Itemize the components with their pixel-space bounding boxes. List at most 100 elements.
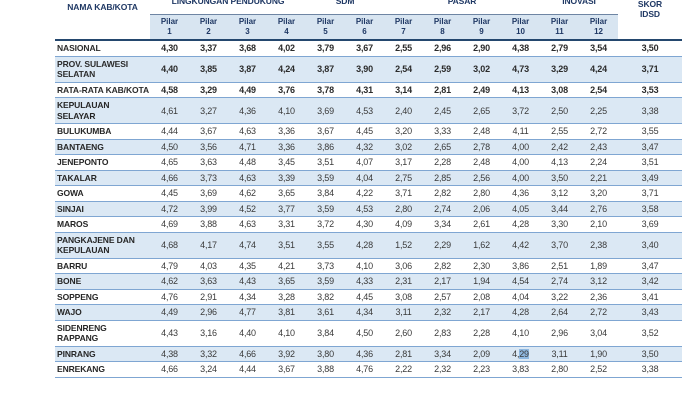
pilar-label: Pilar — [160, 16, 179, 26]
pilar-value-cell: 2,22 — [384, 361, 424, 378]
pilar-value-cell: 4,28 — [345, 231, 385, 258]
pilar-value-cell: 3,81 — [267, 304, 307, 320]
table-row: TAKALAR 4,66 3,73 4,63 3,39 3,59 4,04 2,75 2,85 2… — [55, 169, 683, 186]
region-name-cell: ENREKANG — [55, 361, 150, 378]
skor-idsd-cell: 3,49 — [618, 169, 683, 186]
pilar-value-cell: 2,65 — [423, 138, 463, 155]
pilar-value-cell: 3,72 — [306, 216, 346, 232]
pilar-value-cell: 1,62 — [462, 231, 502, 258]
pilar-value-cell: 4,66 — [228, 345, 267, 362]
table-row: GOWA 4,45 3,69 4,62 3,65 3,84 4,22 3,71 2,82 2,80… — [55, 185, 683, 201]
pilar-value-cell: 4,50 — [150, 138, 189, 155]
pilar-value-cell: 3,85 — [189, 55, 228, 82]
table-row: PROV. SULAWESI SELATAN 4,40 3,85 3,87 4,24 3,… — [55, 55, 683, 82]
pilar-label: Pilar — [238, 16, 257, 26]
pilar-value-cell: 4,54 — [501, 273, 541, 289]
pilar-value-cell: 3,29 — [540, 55, 580, 82]
pilar-value-cell: 4,58 — [150, 81, 189, 98]
pilar-number: 1 — [167, 26, 172, 36]
pilar-value-cell: 3,67 — [345, 39, 385, 56]
pilar-number: 4 — [284, 26, 289, 36]
region-name-cell: TAKALAR — [55, 169, 150, 186]
skor-idsd-cell: 3,71 — [618, 185, 683, 201]
region-name-cell: PANGKAJENE DAN KEPULAUAN — [55, 231, 150, 258]
pilar-value-cell: 2,65 — [462, 97, 502, 124]
pilar-value-cell: 3,56 — [189, 138, 228, 155]
pilar-value-cell: 4,10 — [267, 319, 307, 346]
region-name-cell: SINJAI — [55, 200, 150, 217]
pilar-value-cell: 2,96 — [540, 319, 580, 346]
pilar-value-cell: 2,17 — [462, 304, 502, 320]
pilar-value-cell: 3,82 — [306, 288, 346, 305]
idsd-score-table: NAMA KAB/KOTA LINGKUNGAN PENDUKUNG SDM P… — [55, 0, 683, 378]
pilar-value-cell: 2,52 — [579, 361, 619, 378]
pilar-value-cell: 4,36 — [228, 97, 267, 124]
pilar-value-cell: 3,32 — [189, 345, 228, 362]
pilar-value-cell: 4,30 — [150, 39, 189, 56]
pilar-number: 6 — [362, 26, 367, 36]
pilar-value-cell: 2,55 — [540, 123, 580, 139]
pilar-value-cell: 2,61 — [462, 216, 502, 232]
pilar-value-cell: 2,29 — [423, 231, 463, 258]
pilar-value-cell: 3,50 — [540, 169, 580, 186]
pilar-value-cell: 2,21 — [579, 169, 619, 186]
pilar-value-cell: 3,16 — [189, 319, 228, 346]
pilar-value-cell: 3,70 — [540, 231, 580, 258]
pilar-value-cell: 2,28 — [462, 319, 502, 346]
pilar-number: 2 — [206, 26, 211, 36]
pilar-value-cell: 4,53 — [345, 97, 385, 124]
table-row: SOPPENG 4,76 2,91 4,34 3,28 3,82 4,45 3,08 2,57 2… — [55, 288, 683, 305]
pilar-number: 7 — [401, 26, 406, 36]
pilar-value-cell: 2,57 — [423, 288, 463, 305]
pilar-value-cell: 2,48 — [462, 154, 502, 170]
pilar-value-cell: 3,54 — [579, 39, 619, 56]
pilar-number: 11 — [555, 26, 564, 36]
skor-idsd-cell: 3,38 — [618, 97, 683, 124]
pilar-value-cell: 4,44 — [228, 361, 267, 378]
pilar-value-cell: 2,96 — [423, 39, 463, 56]
pilar-value-cell: 4,62 — [228, 185, 267, 201]
skor-idsd-cell: 3,52 — [618, 319, 683, 346]
pilar-value-cell: 3,06 — [384, 257, 424, 274]
pilar-value-cell: 4,50 — [345, 319, 385, 346]
pilar-value-cell: 2,85 — [423, 169, 463, 186]
skor-idsd-cell: 3,41 — [618, 288, 683, 305]
pilar-value-cell: 3,20 — [384, 123, 424, 139]
pilar-value-cell: 4,28 — [501, 304, 541, 320]
skor-idsd-cell: 3,47 — [618, 138, 683, 155]
pilar-value-cell: 3,99 — [189, 200, 228, 217]
pilar-value-cell: 3,63 — [189, 154, 228, 170]
pilar-column-header-11: Pilar 11 — [540, 14, 580, 40]
pilar-value-cell: 3,29 — [189, 81, 228, 98]
pilar-value-cell: 3,67 — [189, 123, 228, 139]
pilar-value-cell: 3,61 — [306, 304, 346, 320]
pilar-label: Pilar — [199, 16, 218, 26]
pilar-value-cell: 2,38 — [579, 231, 619, 258]
skor-idsd-cell: 3,40 — [618, 231, 683, 258]
group-header-row: NAMA KAB/KOTA LINGKUNGAN PENDUKUNG SDM P… — [55, 0, 682, 19]
region-name-cell: BONE — [55, 273, 150, 289]
pilar-value-cell: 3,30 — [540, 216, 580, 232]
pilar-value-cell: 4,69 — [150, 216, 189, 232]
pilar-value-cell: 2,54 — [384, 55, 424, 82]
pilar-value-cell: 3,11 — [540, 345, 580, 362]
pilar-value-cell: 3,59 — [306, 200, 346, 217]
pilar-value-cell: 3,33 — [423, 123, 463, 139]
group-header-sdm: SDM — [306, 0, 385, 15]
pilar-value-cell: 4,00 — [501, 154, 541, 170]
table-row: SINJAI 4,72 3,99 4,52 3,77 3,59 4,53 2,80 2,74 2,… — [55, 200, 683, 217]
pilar-value-cell: 4,40 — [228, 319, 267, 346]
pilar-value-cell: 3,31 — [267, 216, 307, 232]
pilar-value-cell: 3,88 — [306, 361, 346, 378]
skor-header-line2: IDSD — [640, 9, 660, 19]
pilar-label: Pilar — [316, 16, 335, 26]
pilar-value-cell: 2,80 — [384, 200, 424, 217]
pilar-value-cell: 4,03 — [189, 257, 228, 274]
pilar-value-cell: 2,80 — [462, 185, 502, 201]
pilar-label: Pilar — [277, 16, 296, 26]
pilar-value-cell: 3,77 — [267, 200, 307, 217]
pilar-value-cell: 2,51 — [540, 257, 580, 274]
pilar-value-cell: 4,76 — [345, 361, 385, 378]
pilar-value-cell: 4,00 — [501, 169, 541, 186]
pilar-value-cell: 3,87 — [228, 55, 267, 82]
